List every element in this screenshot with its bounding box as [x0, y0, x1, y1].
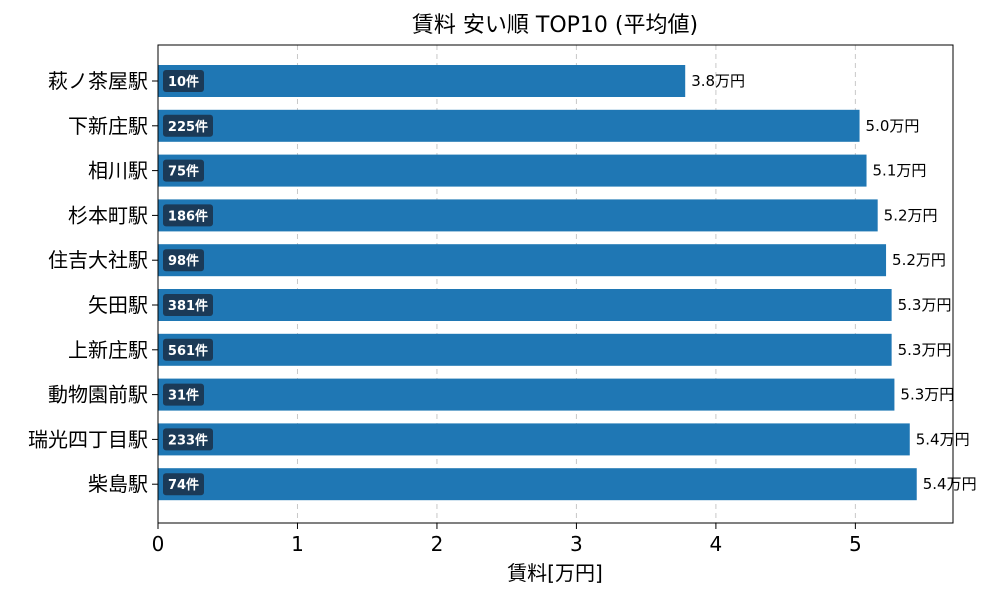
count-badge [163, 249, 204, 272]
category-label: 柴島駅 [88, 472, 148, 496]
count-badge [163, 294, 213, 316]
value-label: 5.3万円 [898, 296, 952, 314]
count-badge [163, 70, 204, 92]
x-axis-title: 賃料[万円] [507, 561, 603, 585]
x-tick-label: 2 [431, 532, 444, 556]
count-badge [163, 428, 213, 451]
bar [158, 244, 887, 277]
count-label: 10件 [168, 74, 199, 90]
count-label: 186件 [168, 208, 208, 224]
bar [158, 289, 892, 321]
bar [158, 423, 910, 456]
count-label: 233件 [168, 432, 208, 448]
x-axis-ticks: 0 1 2 3 4 5 [152, 523, 862, 556]
value-label: 5.1万円 [873, 162, 927, 180]
bar [158, 468, 917, 501]
count-badge [163, 159, 204, 182]
bar [158, 378, 895, 411]
bar [158, 65, 686, 97]
value-label: 5.3万円 [900, 386, 954, 404]
value-label: 5.3万円 [898, 341, 952, 359]
category-label: 相川駅 [88, 159, 148, 183]
value-label: 5.4万円 [916, 430, 970, 448]
value-label: 5.0万円 [866, 117, 920, 135]
bar [158, 154, 867, 187]
x-tick-label: 5 [849, 532, 862, 556]
bar [158, 333, 892, 366]
count-label: 31件 [168, 388, 199, 404]
count-label: 225件 [168, 119, 208, 135]
category-label: 下新庄駅 [68, 114, 148, 138]
count-badge [163, 473, 204, 496]
category-label: 矢田駅 [88, 293, 148, 317]
count-label: 98件 [168, 253, 199, 269]
chart-title: 賃料 安い順 TOP10 (平均値) [412, 13, 698, 38]
plot-frame [157, 44, 954, 524]
category-label: 住吉大社駅 [48, 248, 148, 272]
count-badge [163, 383, 204, 406]
y-axis-categories: 萩ノ茶屋駅下新庄駅相川駅杉本町駅住吉大社駅矢田駅上新庄駅動物園前駅瑞光四丁目駅柴… [28, 69, 158, 496]
category-label: 杉本町駅 [68, 203, 148, 227]
category-label: 瑞光四丁目駅 [28, 427, 148, 451]
count-label: 561件 [168, 343, 208, 359]
count-badge [163, 114, 213, 137]
x-tick-label: 0 [152, 532, 165, 556]
value-label: 3.8万円 [691, 72, 745, 90]
count-label: 74件 [168, 477, 199, 493]
bars: 10件 3.8万円 225件 5.0万円 75件 5.1万円 186件 5.2万円 98件 5.2… [158, 65, 977, 501]
x-tick-label: 3 [570, 532, 583, 556]
category-label: 上新庄駅 [68, 338, 148, 362]
x-tick-label: 4 [710, 532, 723, 556]
bar [158, 199, 878, 232]
count-badge [163, 338, 213, 361]
bar [158, 109, 860, 142]
value-label: 5.2万円 [884, 206, 938, 224]
count-badge [163, 204, 213, 227]
count-label: 75件 [168, 164, 199, 180]
x-tick-label: 1 [291, 532, 304, 556]
category-label: 動物園前駅 [48, 383, 148, 407]
value-label: 5.2万円 [892, 251, 946, 269]
count-label: 381件 [168, 298, 208, 314]
category-label: 萩ノ茶屋駅 [48, 69, 148, 93]
value-label: 5.4万円 [923, 475, 977, 493]
